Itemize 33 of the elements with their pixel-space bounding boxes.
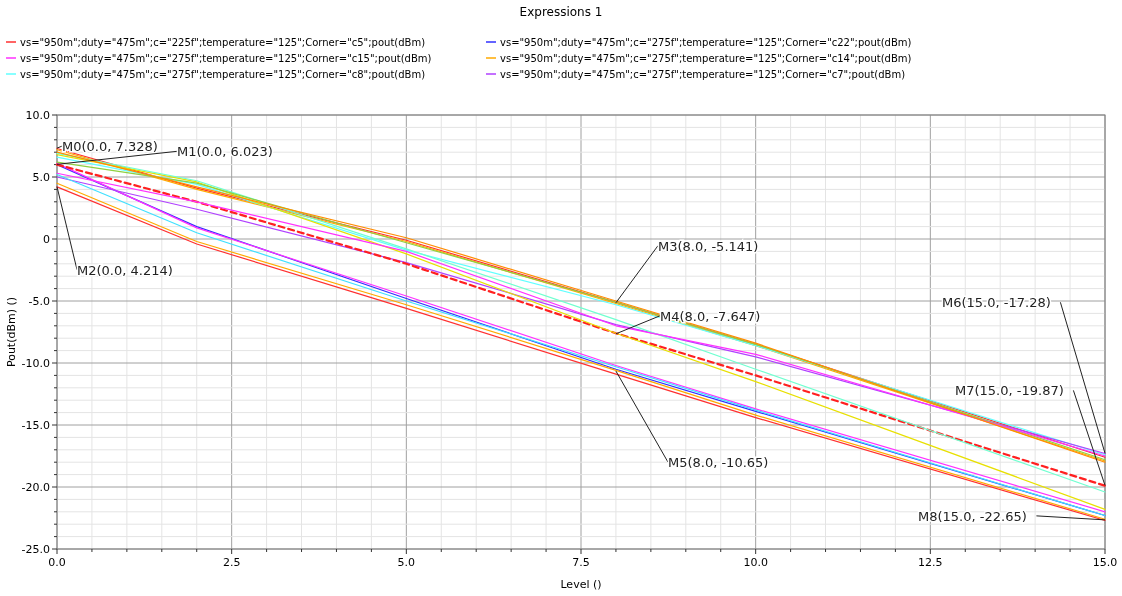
x-axis-title: Level ()	[560, 578, 602, 591]
annotation: M5(8.0, -10.65)	[667, 455, 769, 471]
legend-label: vs="950m";duty="475m";c="275f";temperature="125";Corner="c22";pout(dBm)	[500, 37, 912, 48]
y-tick-label: -10.0	[21, 357, 50, 370]
y-axis-title: Pout(dBm) ()	[5, 296, 18, 368]
y-tick-label: -25.0	[21, 543, 50, 556]
annotation: M4(8.0, -7.647)	[659, 308, 761, 324]
chart-title: Expressions 1	[519, 5, 603, 19]
annotation: M8(15.0, -22.65)	[918, 508, 1027, 524]
x-tick-label: 0.0	[48, 556, 66, 569]
y-tick-label: -20.0	[21, 481, 50, 494]
annotation: M0(0.0, 7.328)	[62, 139, 158, 155]
y-tick-label: 10.0	[25, 109, 50, 122]
x-tick-label: 12.5	[918, 556, 943, 569]
legend-label: vs="950m";duty="475m";c="275f";temperature="125";Corner="c7";pout(dBm)	[500, 69, 906, 80]
x-tick-label: 7.5	[572, 556, 590, 569]
legend-label: vs="950m";duty="475m";c="275f";temperature="125";Corner="c15";pout(dBm)	[20, 53, 432, 64]
x-tick-label: 10.0	[743, 556, 768, 569]
annotation: M3(8.0, -5.141)	[657, 238, 759, 254]
legend-label: vs="950m";duty="475m";c="275f";temperature="125";Corner="c8";pout(dBm)	[20, 69, 426, 80]
y-tick-label: 5.0	[32, 171, 50, 184]
x-tick-label: 5.0	[397, 556, 416, 569]
legend-label: vs="950m";duty="475m";c="225f";temperature="125";Corner="c5";pout(dBm)	[20, 37, 426, 48]
y-tick-label: -15.0	[21, 419, 50, 432]
x-tick-label: 15.0	[1092, 556, 1118, 569]
annotation: M7(15.0, -19.87)	[955, 383, 1064, 399]
legend-label: vs="950m";duty="475m";c="275f";temperature="125";Corner="c14";pout(dBm)	[500, 53, 912, 64]
annotation: M2(0.0, 4.214)	[77, 262, 173, 278]
y-tick-label: 0	[43, 233, 50, 246]
x-tick-label: 2.5	[222, 556, 241, 569]
annotation: M1(0.0, 6.023)	[177, 144, 273, 160]
annotation: M6(15.0, -17.28)	[942, 295, 1051, 311]
y-tick-label: -5.0	[28, 295, 50, 308]
